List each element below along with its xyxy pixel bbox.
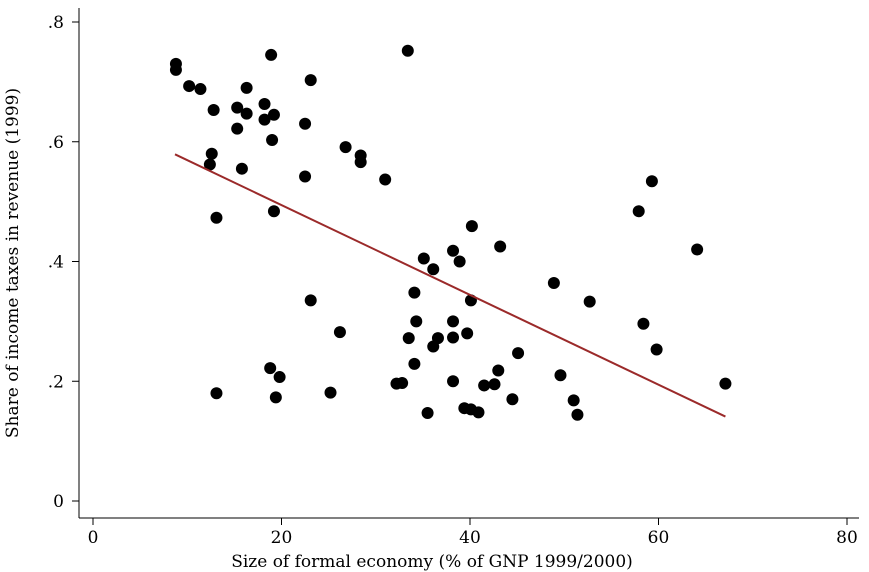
data-point: [571, 408, 584, 421]
data-point: [447, 375, 460, 388]
data-point: [169, 63, 182, 76]
data-point: [183, 80, 196, 93]
data-point: [265, 48, 278, 61]
data-point: [304, 294, 317, 307]
data-point: [299, 117, 312, 130]
fit-line-layer: [174, 153, 726, 418]
data-point: [396, 377, 409, 390]
data-point: [453, 255, 466, 268]
y-tick-label: .8: [48, 13, 64, 33]
data-point: [266, 133, 279, 146]
x-axis: 0 20 40 60 80: [79, 517, 859, 548]
data-point: [447, 244, 460, 257]
y-tick-label: .2: [48, 372, 64, 392]
data-point: [431, 332, 444, 345]
data-point: [379, 173, 392, 186]
data-point: [304, 74, 317, 87]
data-point: [333, 326, 346, 339]
data-point: [691, 243, 704, 256]
data-point: [207, 104, 220, 117]
data-point: [354, 156, 367, 169]
x-tick-label: 0: [88, 528, 99, 548]
data-point: [567, 394, 580, 407]
x-tick-label: 20: [271, 528, 293, 548]
data-point: [210, 211, 223, 224]
data-point: [324, 386, 337, 399]
data-point: [554, 369, 567, 382]
data-point: [267, 108, 280, 121]
data-point: [264, 362, 277, 375]
data-point: [478, 379, 491, 392]
data-point: [547, 277, 560, 290]
data-point: [258, 113, 271, 126]
data-point: [447, 331, 460, 344]
data-point: [494, 240, 507, 253]
data-point: [267, 205, 280, 218]
data-point: [258, 98, 271, 111]
data-point: [401, 44, 414, 57]
x-tick-label: 80: [836, 528, 858, 548]
data-point: [427, 263, 440, 276]
data-point: [205, 147, 218, 160]
data-point: [203, 158, 216, 171]
y-axis-title: Share of income taxes in revenue (1999): [3, 88, 23, 438]
data-point: [408, 357, 421, 370]
data-point: [488, 378, 501, 391]
data-point: [650, 343, 663, 356]
y-tick-label: .4: [48, 253, 64, 273]
y-tick-label: .6: [48, 133, 64, 153]
data-point: [240, 107, 253, 120]
y-axis: 0 .2 .4 .6 .8: [48, 8, 80, 518]
data-point: [492, 364, 505, 377]
data-point: [410, 315, 423, 328]
data-point: [240, 81, 253, 94]
x-tick-label: 60: [648, 528, 670, 548]
data-point: [461, 327, 474, 340]
data-point: [339, 141, 352, 154]
data-point: [269, 391, 282, 404]
x-tick-label: 40: [459, 528, 481, 548]
data-points: [169, 44, 732, 421]
data-point: [719, 377, 732, 390]
data-point: [210, 387, 223, 400]
data-point: [421, 406, 434, 419]
data-point: [472, 406, 485, 419]
data-point: [273, 371, 286, 384]
data-point: [645, 175, 658, 188]
fitted-regression-line: [174, 153, 726, 418]
data-point: [408, 286, 421, 299]
data-point: [637, 317, 650, 330]
data-point: [231, 122, 244, 135]
data-point: [194, 83, 207, 96]
data-point: [402, 332, 415, 345]
y-tick-label: 0: [53, 492, 64, 512]
data-point: [447, 315, 460, 328]
data-point: [506, 393, 519, 406]
data-point: [299, 170, 312, 183]
data-point: [417, 252, 430, 265]
data-point: [632, 205, 645, 218]
data-point: [231, 101, 244, 114]
data-point: [512, 347, 525, 360]
data-point: [235, 162, 248, 175]
data-point: [583, 295, 596, 308]
data-point: [465, 220, 478, 233]
x-axis-title: Size of formal economy (% of GNP 1999/20…: [231, 552, 633, 572]
